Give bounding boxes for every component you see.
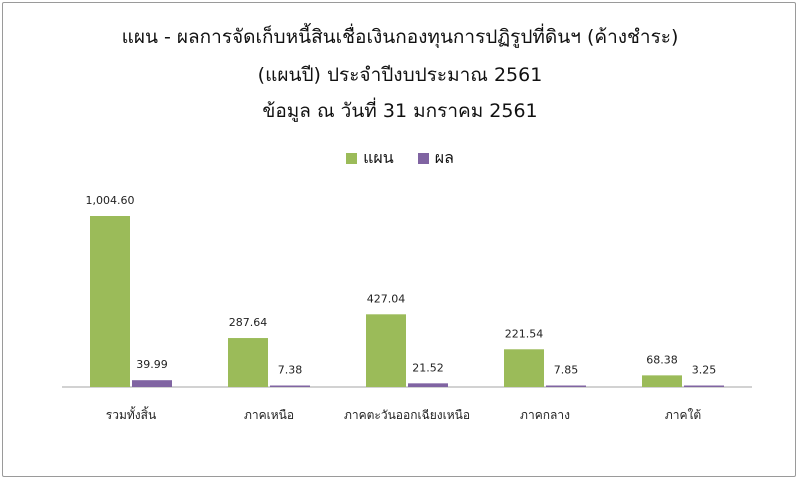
data-label-plan-3: 221.54 [505, 327, 544, 340]
bar-plan-1 [228, 338, 268, 387]
legend-swatch-result [417, 153, 429, 164]
category-label-3: ภาคกลาง [520, 408, 570, 422]
category-label-1: ภาคเหนือ [244, 408, 294, 422]
bar-result-2 [408, 383, 448, 387]
chart-title-line-3: ข้อมูล ณ วันที่ 31 มกราคม 2561 [262, 100, 538, 122]
chart-legend: แผน ผล [0, 146, 800, 171]
data-label-result-1: 7.38 [278, 364, 303, 377]
data-label-plan-0: 1,004.60 [86, 194, 135, 207]
chart-title-line-1: แผน - ผลการจัดเก็บหนี้สินเชื่อเงินกองทุน… [121, 26, 679, 48]
bar-plan-0 [90, 216, 130, 387]
data-label-result-3: 7.85 [554, 364, 579, 377]
bar-result-0 [132, 380, 172, 387]
bar-plan-3 [504, 349, 544, 387]
bar-result-1 [270, 385, 310, 387]
legend-item-result: ผล [417, 146, 454, 171]
category-label-0: รวมทั้งสิ้น [106, 406, 156, 422]
bar-plan-2 [366, 314, 406, 387]
bar-plan-4 [642, 375, 682, 387]
chart-title-line-2: (แผนปี) ประจำปีงบประมาณ 2561 [257, 64, 543, 86]
data-label-plan-1: 287.64 [229, 316, 268, 329]
legend-label-plan: แผน [363, 148, 394, 167]
legend-item-plan: แผน [346, 146, 394, 171]
category-label-4: ภาคใต้ [665, 408, 701, 422]
legend-label-result: ผล [434, 148, 454, 167]
data-label-result-2: 21.52 [412, 361, 444, 374]
data-label-plan-4: 68.38 [646, 353, 678, 366]
bar-result-4 [684, 385, 724, 387]
legend-swatch-plan [346, 153, 358, 164]
data-label-result-0: 39.99 [136, 358, 168, 371]
data-label-plan-2: 427.04 [367, 292, 406, 305]
bar-result-3 [546, 385, 586, 387]
data-label-result-4: 3.25 [692, 364, 717, 377]
category-label-2: ภาคตะวันออกเฉียงเหนือ [344, 408, 470, 422]
